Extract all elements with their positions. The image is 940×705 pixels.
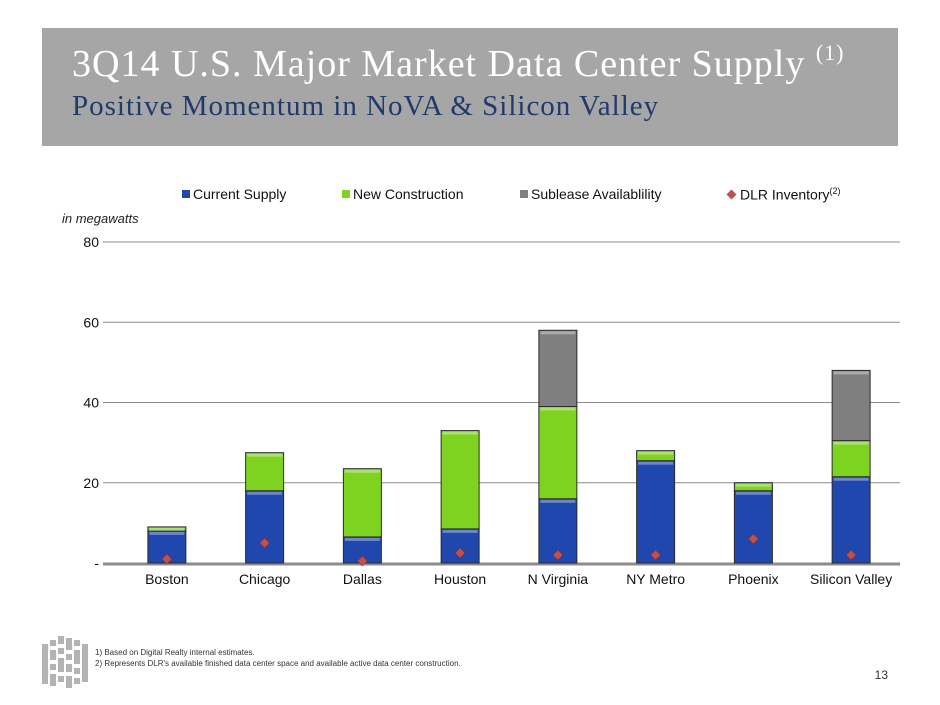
bar-segment-highlight (833, 371, 869, 375)
legend-swatch-sublease (520, 190, 528, 199)
x-tick-label: Chicago (239, 571, 291, 587)
unit-label: in megawatts (62, 211, 139, 226)
bar-segment-highlight (149, 527, 185, 531)
chart-legend: Current Supply New Construction Sublease… (0, 186, 940, 206)
bar-segment-new-construction (342, 468, 382, 538)
bar-segment-highlight (247, 491, 283, 495)
page-number: 13 (874, 668, 888, 682)
dlr-inventory-marker (650, 549, 661, 561)
title-band: 3Q14 U.S. Major Market Data Center Suppl… (42, 28, 898, 146)
bar-segment-highlight (344, 537, 380, 541)
bar-segment-highlight (344, 469, 380, 473)
company-logo (42, 636, 88, 688)
bar-segment-sublease-availablility (538, 329, 578, 408)
dlr-inventory-marker (454, 547, 466, 559)
legend-label: Current Supply (193, 186, 287, 202)
bar-segment-new-construction (831, 440, 871, 478)
dlr-inventory-marker (357, 555, 368, 567)
legend-swatch-new-construction (342, 190, 350, 199)
bar-segment-highlight (735, 483, 771, 487)
bar-segment-new-construction (440, 430, 480, 530)
x-tick-label: Boston (145, 571, 189, 587)
bar-segment-new-construction (147, 526, 187, 532)
dlr-inventory-marker (748, 533, 759, 545)
legend-item-new-construction: New Construction (342, 186, 464, 202)
bar-segment-highlight (149, 531, 185, 535)
bar-segment-new-construction (733, 482, 773, 492)
bar-segment-new-construction (245, 452, 285, 492)
bar-segment-new-construction (636, 450, 676, 462)
bar-segment-highlight (735, 491, 771, 495)
page-subtitle: Positive Momentum in NoVA & Silicon Vall… (72, 90, 660, 122)
x-tick-label: NY Metro (626, 571, 685, 587)
bar-segment-current-supply (831, 476, 871, 564)
legend-swatch-current-supply (182, 190, 190, 199)
bar-segment-current-supply (538, 498, 578, 564)
x-tick-label: Dallas (343, 571, 382, 587)
bar-segment-current-supply (245, 490, 285, 564)
footnote-2: 2) Represents DLR's available finished d… (95, 659, 461, 668)
x-tick-label: N Virginia (528, 571, 589, 587)
legend-item-sublease: Sublease Availablility (520, 186, 662, 202)
bar-segment-highlight (833, 477, 869, 481)
y-tick-label: 20 (83, 475, 99, 491)
bar-segment-highlight (540, 407, 576, 411)
legend-item-current-supply: Current Supply (182, 186, 286, 202)
bar-segment-new-construction (538, 406, 578, 500)
footnote-1: 1) Based on Digital Realty internal esti… (95, 648, 255, 657)
bar-segment-highlight (247, 453, 283, 457)
bar-segment-highlight (833, 441, 869, 445)
dlr-inventory-marker (845, 549, 857, 561)
bar-segment-highlight (442, 529, 478, 533)
bar-segment-sublease-availablility (831, 369, 871, 442)
dlr-inventory-marker (552, 549, 564, 561)
bar-segment-highlight (638, 461, 674, 465)
legend-label: New Construction (353, 186, 464, 202)
y-tick-label: - (94, 555, 99, 571)
bar-segment-highlight (540, 331, 576, 335)
y-tick-label: 80 (83, 234, 99, 250)
page-title: 3Q14 U.S. Major Market Data Center Suppl… (72, 40, 845, 85)
bar-segment-current-supply (636, 460, 676, 564)
legend-label: DLR Inventory (740, 186, 830, 203)
x-tick-label: Phoenix (728, 571, 779, 587)
legend-item-dlr-inventory: DLR Inventory(2) (726, 186, 841, 203)
footnotes: 1) Based on Digital Realty internal esti… (95, 647, 461, 669)
bar-segment-current-supply (733, 490, 773, 564)
y-tick-label: 60 (83, 314, 99, 330)
legend-label: Sublease Availablility (531, 186, 662, 202)
x-tick-label: Silicon Valley (810, 571, 892, 587)
legend-footnote-ref: (2) (829, 186, 841, 196)
x-tick-label: Houston (434, 571, 486, 587)
dlr-inventory-marker (259, 537, 270, 549)
title-footnote-ref: (1) (815, 40, 845, 65)
y-tick-label: 40 (83, 395, 99, 411)
bar-segment-highlight (638, 451, 674, 455)
bar-segment-highlight (442, 431, 478, 435)
bar-segment-highlight (540, 499, 576, 503)
dlr-inventory-marker (161, 553, 173, 565)
